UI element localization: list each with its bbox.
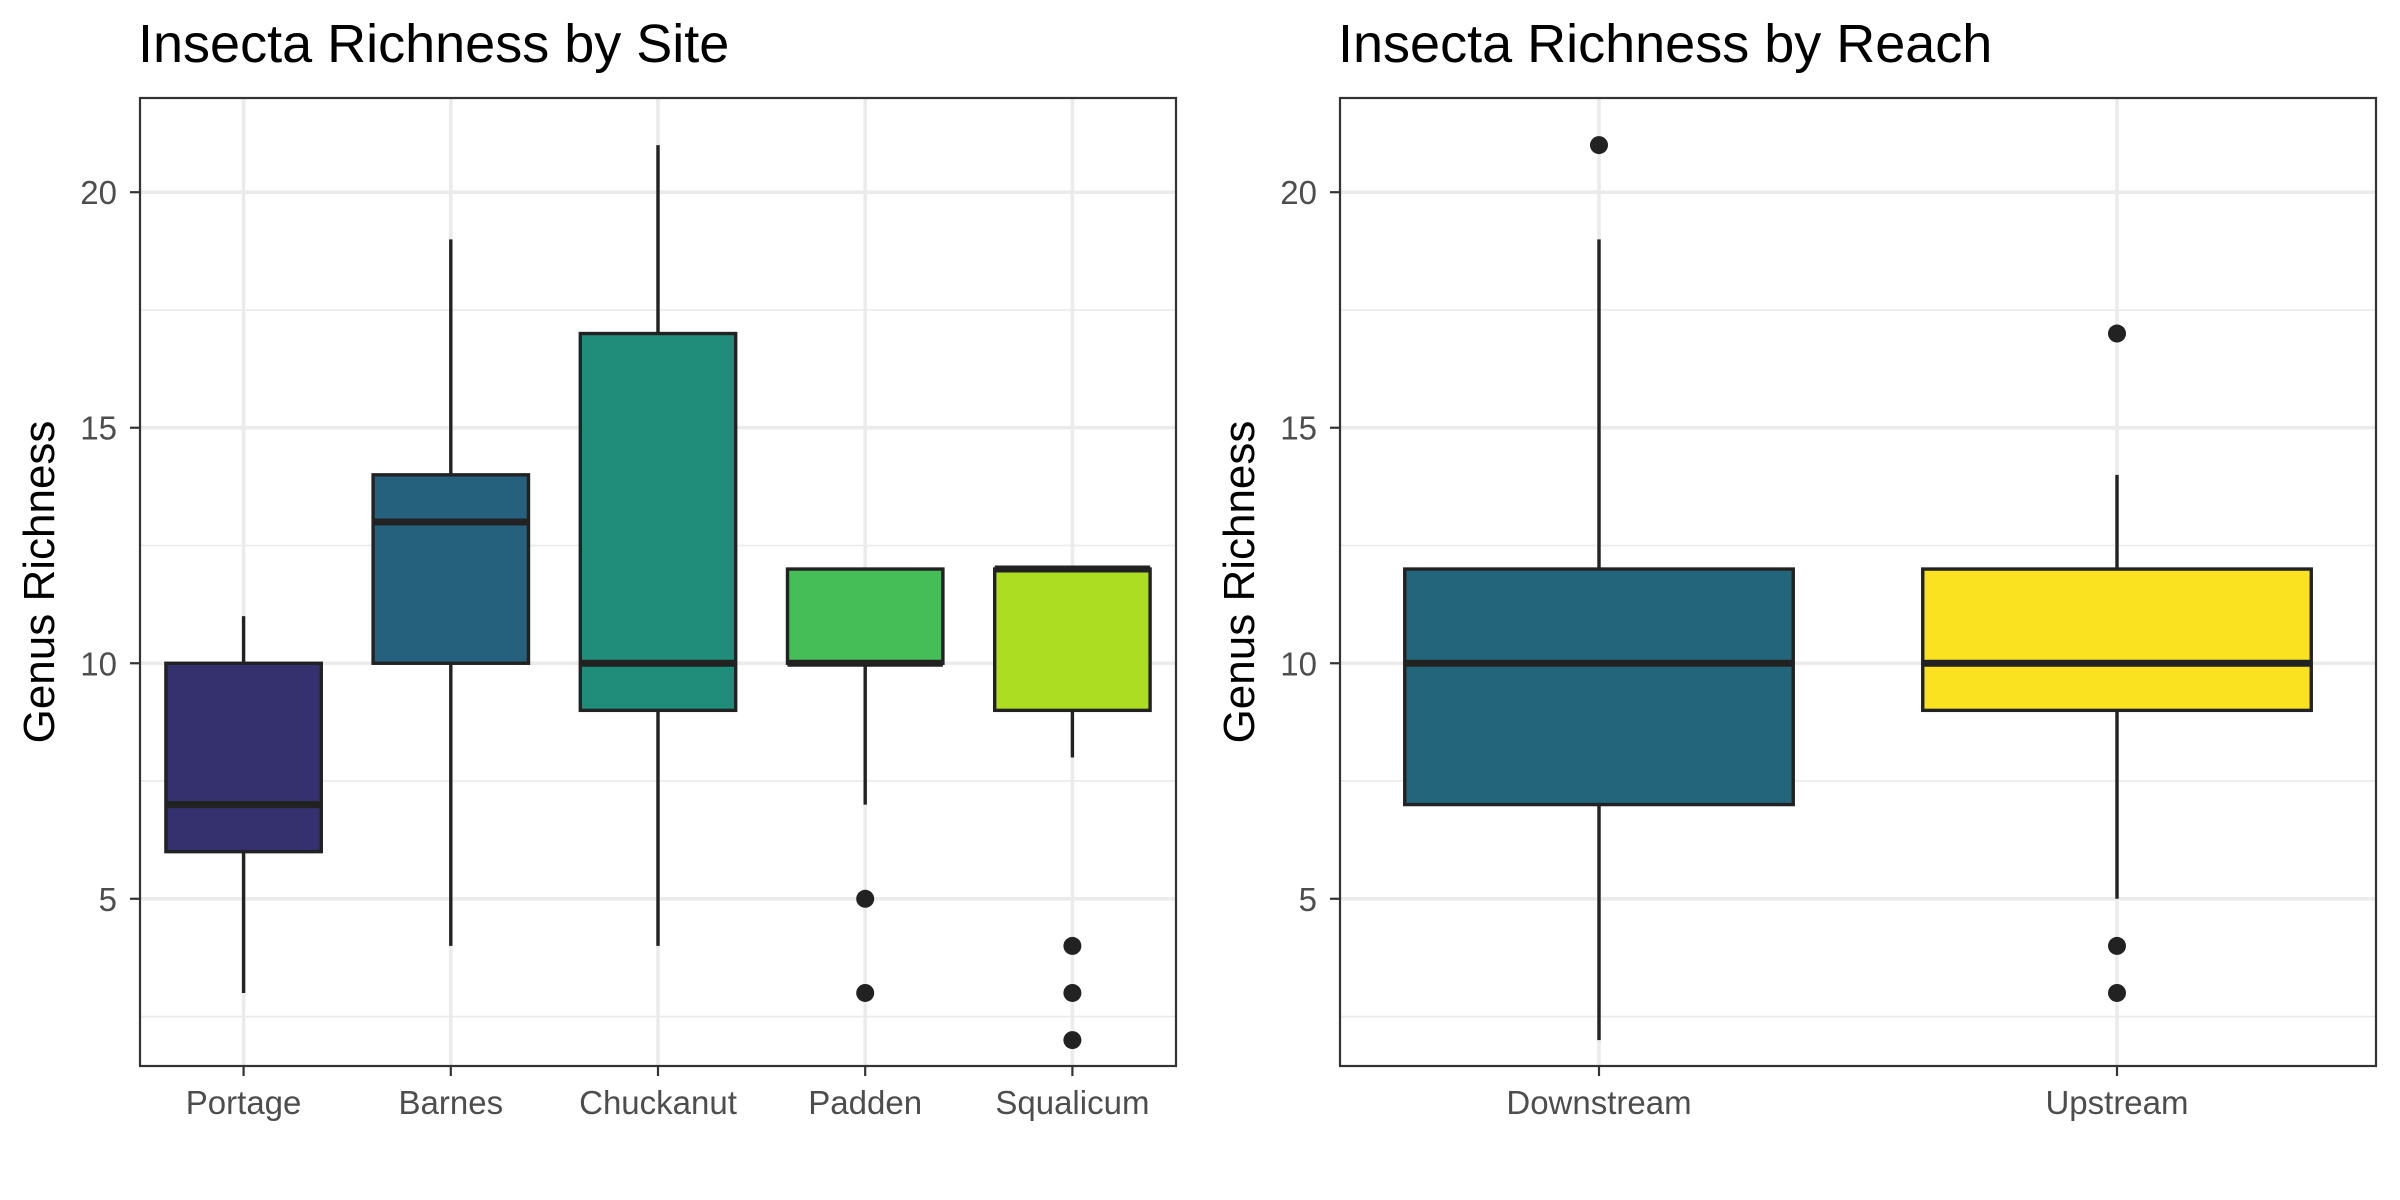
iqr-box bbox=[785, 567, 945, 665]
outlier-point bbox=[856, 983, 875, 1002]
outlier-point bbox=[1063, 1031, 1082, 1050]
iqr-box bbox=[1403, 567, 1795, 807]
box-portage bbox=[164, 616, 323, 993]
x-tick-label: Chuckanut bbox=[579, 1084, 737, 1121]
outlier-point bbox=[1063, 936, 1082, 955]
y-axis-title: Genus Richness bbox=[1215, 421, 1264, 744]
outlier-point bbox=[2108, 936, 2126, 955]
box-upstream bbox=[1921, 324, 2313, 1002]
iqr-box bbox=[993, 567, 1152, 713]
x-tick-label: Downstream bbox=[1506, 1084, 1691, 1121]
outlier-point bbox=[1590, 136, 1608, 155]
iqr-box bbox=[578, 331, 738, 713]
panel-border bbox=[1338, 96, 2378, 1068]
outlier-point bbox=[1063, 983, 1082, 1002]
x-tick-label: Upstream bbox=[2045, 1084, 2188, 1121]
outlier-point bbox=[2108, 324, 2126, 343]
box-squalicum bbox=[993, 565, 1152, 1050]
box-chuckanut bbox=[578, 145, 738, 946]
x-tick-label: Squalicum bbox=[995, 1084, 1149, 1121]
iqr-box bbox=[371, 473, 531, 665]
grid-lines bbox=[1340, 98, 2376, 1066]
site-panel: Insecta Richness by Site 5 10 15 20 Portage Ba… bbox=[15, 14, 1178, 1121]
y-tick-label: 15 bbox=[1280, 410, 1317, 447]
y-tick-label: 10 bbox=[80, 645, 117, 682]
outlier-point bbox=[856, 889, 875, 908]
x-tick-label: Barnes bbox=[399, 1084, 504, 1121]
y-tick-label: 15 bbox=[80, 410, 117, 447]
y-tick-label: 20 bbox=[1280, 174, 1317, 211]
y-tick-label: 10 bbox=[1280, 645, 1317, 682]
y-tick-label: 5 bbox=[1299, 881, 1317, 918]
reach-panel: Insecta Richness by Reach 5 10 15 20 Downstre… bbox=[1215, 14, 2378, 1121]
y-tick-label: 20 bbox=[80, 174, 117, 211]
iqr-box bbox=[1921, 567, 2313, 713]
chart-title: Insecta Richness by Site bbox=[138, 14, 729, 74]
box-padden bbox=[785, 567, 945, 1002]
y-tick-label: 5 bbox=[99, 881, 117, 918]
box-downstream bbox=[1403, 136, 1795, 1041]
chart-title: Insecta Richness by Reach bbox=[1338, 14, 1992, 74]
box-barnes bbox=[371, 239, 531, 946]
outlier-point bbox=[2108, 983, 2126, 1002]
x-tick-label: Padden bbox=[808, 1084, 922, 1121]
x-tick-label: Portage bbox=[186, 1084, 302, 1121]
iqr-box bbox=[164, 661, 323, 854]
y-axis-title: Genus Richness bbox=[15, 421, 64, 744]
